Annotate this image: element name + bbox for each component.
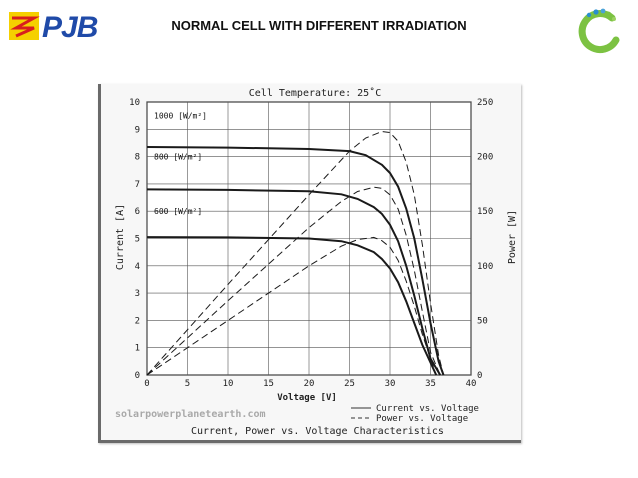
chart-watermark: solarpowerplanetearth.com (115, 409, 266, 420)
y-tick-label: 10 (129, 98, 140, 108)
y2-tick-label: 50 (477, 316, 488, 326)
power-voltage-curve (146, 130, 444, 376)
y-tick-label: 9 (135, 125, 140, 135)
y2-tick-label: 250 (477, 98, 493, 108)
y-tick-label: 8 (135, 153, 140, 163)
x-tick-label: 15 (263, 379, 274, 389)
y-tick-label: 3 (135, 289, 140, 299)
y-tick-label: 0 (135, 371, 140, 381)
y2-tick-label: 100 (477, 262, 493, 272)
y-tick-label: 7 (135, 180, 140, 190)
iv-curve-chart: Cell Temperature: 25˚C 0 5 10 15 20 25 30 35 400… (115, 87, 518, 437)
x-axis-label: Voltage [V] (277, 393, 337, 403)
y2-tick-label: 150 (477, 207, 493, 217)
x-tick-label: 35 (425, 379, 436, 389)
y-tick-label: 1 (135, 344, 140, 354)
current-voltage-curve (146, 188, 442, 376)
current-voltage-curve (146, 146, 445, 376)
pjb-logo: PJB (8, 8, 112, 48)
y-tick-label: 4 (135, 262, 140, 272)
power-voltage-curve (146, 186, 441, 376)
y-axis-label: Current [A] (115, 204, 126, 270)
irradiance-label: 800 [W/m²] (154, 152, 202, 161)
x-tick-label: 10 (223, 379, 234, 389)
slide-title: NORMAL CELL WITH DIFFERENT IRRADIATION (171, 18, 467, 33)
chart-title: Cell Temperature: 25˚C (249, 87, 381, 99)
y2-tick-label: 0 (477, 371, 482, 381)
pjb-logo-text: PJB (42, 11, 98, 44)
x-tick-label: 25 (344, 379, 355, 389)
y-tick-label: 6 (135, 207, 140, 217)
irradiance-label: 600 [W/m²] (154, 207, 202, 216)
chart-ticks: 0 5 10 15 20 25 30 35 40012345678910050100150200… (129, 98, 493, 389)
x-tick-label: 30 (385, 379, 396, 389)
current-voltage-curve (146, 236, 438, 376)
pjb-lightning-logo-icon (9, 12, 40, 40)
legend-power-label: Power vs. Voltage (376, 414, 468, 424)
y2-axis-label: Power [W] (507, 210, 518, 264)
x-tick-label: 40 (466, 379, 477, 389)
y-tick-label: 2 (135, 316, 140, 326)
chart-series: 1000 [W/m²] 800 [W/m²] 600 [W/m²] (146, 111, 445, 376)
irradiance-label: 1000 [W/m²] (154, 111, 207, 120)
x-tick-label: 5 (185, 379, 190, 389)
legend-current-label: Current vs. Voltage (376, 404, 479, 414)
power-voltage-curve (146, 236, 437, 376)
y2-tick-label: 200 (477, 153, 493, 163)
x-tick-label: 20 (304, 379, 315, 389)
chart-footer: Current, Power vs. Voltage Characteristi… (191, 426, 444, 437)
circular-leaf-logo-icon (578, 8, 620, 53)
chart-figure: Cell Temperature: 25˚C 0 5 10 15 20 25 30 35 40 0… (98, 84, 521, 443)
y-tick-label: 5 (135, 235, 140, 245)
x-tick-label: 0 (144, 379, 149, 389)
